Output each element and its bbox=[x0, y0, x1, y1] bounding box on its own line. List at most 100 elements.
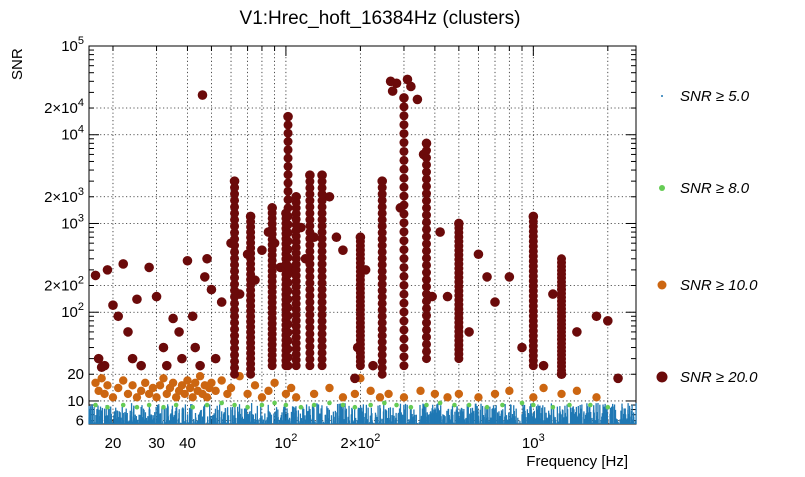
point-snr5 bbox=[453, 423, 454, 424]
point-snr20 bbox=[399, 120, 408, 129]
point-snr20 bbox=[284, 237, 293, 246]
point-snr10 bbox=[109, 393, 117, 401]
point-snr20 bbox=[399, 147, 408, 156]
point-snr5 bbox=[358, 409, 359, 424]
point-snr5 bbox=[624, 413, 625, 424]
point-snr20 bbox=[399, 183, 408, 192]
point-snr8 bbox=[394, 403, 399, 408]
point-snr10 bbox=[159, 374, 167, 382]
point-snr5 bbox=[200, 423, 201, 424]
point-snr20 bbox=[399, 281, 408, 290]
point-snr20 bbox=[284, 245, 293, 254]
point-snr5 bbox=[221, 423, 222, 424]
point-snr5 bbox=[95, 415, 96, 424]
point-snr20 bbox=[284, 270, 293, 279]
point-snr5 bbox=[391, 421, 392, 424]
point-snr20 bbox=[284, 353, 293, 362]
point-snr5 bbox=[146, 418, 147, 424]
point-snr10 bbox=[292, 393, 300, 401]
legend-label: SNR ≥ 8.0 bbox=[680, 180, 750, 197]
point-snr5 bbox=[114, 422, 115, 424]
point-snr5 bbox=[243, 419, 244, 424]
point-snr5 bbox=[473, 414, 474, 424]
point-snr5 bbox=[523, 414, 524, 424]
point-snr5 bbox=[559, 411, 560, 424]
point-snr5 bbox=[514, 421, 515, 424]
point-snr5 bbox=[333, 421, 334, 424]
point-snr5 bbox=[405, 404, 406, 424]
point-snr5 bbox=[467, 422, 468, 424]
point-snr20 bbox=[195, 361, 205, 371]
point-snr5 bbox=[502, 416, 503, 424]
point-snr5 bbox=[445, 416, 446, 424]
point-snr5 bbox=[629, 406, 630, 424]
point-snr8 bbox=[161, 405, 166, 410]
point-snr8 bbox=[219, 401, 224, 406]
point-snr5 bbox=[187, 414, 188, 424]
point-snr5 bbox=[585, 415, 586, 424]
point-snr5 bbox=[538, 418, 539, 424]
point-snr5 bbox=[367, 408, 368, 424]
y-axis-label: SNR bbox=[9, 48, 26, 80]
point-snr5 bbox=[553, 416, 554, 424]
point-snr20 bbox=[490, 297, 500, 307]
point-snr10 bbox=[474, 393, 482, 401]
point-snr5 bbox=[150, 416, 151, 424]
point-snr20 bbox=[284, 278, 293, 287]
point-snr5 bbox=[99, 410, 100, 424]
point-snr5 bbox=[212, 415, 213, 424]
point-snr5 bbox=[508, 420, 509, 424]
point-snr20 bbox=[113, 311, 123, 321]
point-snr5 bbox=[485, 413, 486, 424]
point-snr5 bbox=[335, 411, 336, 424]
point-snr8 bbox=[135, 405, 140, 410]
point-snr5 bbox=[265, 421, 266, 424]
point-snr20 bbox=[136, 361, 146, 371]
point-snr5 bbox=[457, 407, 458, 424]
point-snr5 bbox=[128, 420, 129, 424]
point-snr5 bbox=[544, 421, 545, 424]
point-snr20 bbox=[128, 354, 138, 364]
point-snr5 bbox=[495, 414, 496, 424]
point-snr8 bbox=[520, 401, 525, 406]
point-snr20 bbox=[592, 311, 602, 321]
point-snr8 bbox=[105, 405, 110, 410]
point-snr5 bbox=[361, 419, 362, 424]
point-snr5 bbox=[451, 421, 452, 424]
point-snr10 bbox=[529, 393, 537, 401]
point-snr20 bbox=[144, 263, 154, 273]
point-snr5 bbox=[602, 405, 603, 424]
point-snr20 bbox=[350, 374, 360, 384]
point-snr5 bbox=[130, 415, 131, 424]
point-snr5 bbox=[355, 418, 356, 424]
point-snr5 bbox=[155, 407, 156, 424]
point-snr5 bbox=[158, 418, 159, 424]
point-snr5 bbox=[433, 410, 434, 424]
point-snr20 bbox=[399, 272, 408, 281]
point-snr5 bbox=[251, 403, 252, 424]
point-snr5 bbox=[125, 422, 126, 424]
point-snr10 bbox=[573, 387, 581, 395]
point-snr10 bbox=[557, 390, 565, 398]
point-snr20 bbox=[152, 292, 162, 302]
point-snr5 bbox=[145, 420, 146, 424]
point-snr5 bbox=[376, 417, 377, 424]
point-snr5 bbox=[430, 416, 431, 424]
point-snr20 bbox=[284, 120, 293, 129]
point-snr5 bbox=[279, 421, 280, 424]
point-snr20 bbox=[284, 320, 293, 329]
point-snr10 bbox=[264, 387, 272, 395]
point-snr5 bbox=[428, 423, 429, 424]
point-snr20 bbox=[399, 325, 408, 334]
point-snr10 bbox=[287, 384, 295, 392]
point-snr5 bbox=[597, 412, 598, 424]
point-snr5 bbox=[233, 415, 234, 424]
point-snr5 bbox=[431, 413, 432, 424]
point-snr8 bbox=[467, 403, 472, 408]
point-snr5 bbox=[515, 423, 516, 424]
point-snr5 bbox=[436, 404, 437, 424]
y-tick-label: 105 bbox=[61, 35, 84, 55]
point-snr5 bbox=[478, 416, 479, 424]
point-snr10 bbox=[400, 393, 408, 401]
point-snr5 bbox=[294, 422, 295, 424]
